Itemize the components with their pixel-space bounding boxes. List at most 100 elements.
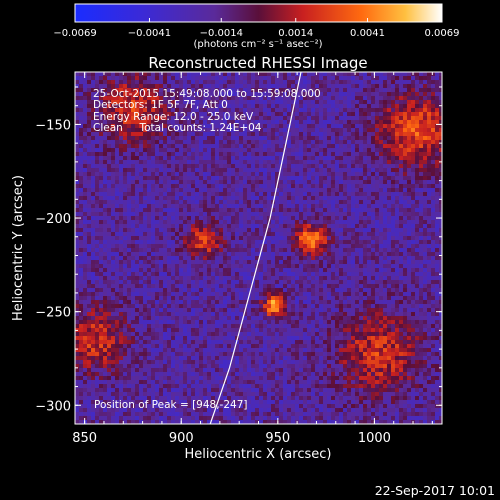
heatmap-cell bbox=[155, 124, 159, 128]
heatmap-cell bbox=[83, 224, 87, 228]
heatmap-cell bbox=[75, 200, 79, 204]
heatmap-cell bbox=[99, 92, 103, 96]
heatmap-cell bbox=[95, 356, 99, 360]
heatmap-cell bbox=[135, 324, 139, 328]
heatmap-cell bbox=[203, 196, 207, 200]
heatmap-cell bbox=[231, 408, 235, 412]
heatmap-cell bbox=[183, 160, 187, 164]
heatmap-cell bbox=[275, 132, 279, 136]
heatmap-cell bbox=[187, 232, 191, 236]
heatmap-cell bbox=[151, 120, 155, 124]
heatmap-cell bbox=[91, 212, 95, 216]
heatmap-cell bbox=[91, 152, 95, 156]
heatmap-cell bbox=[271, 92, 275, 96]
heatmap-cell bbox=[123, 220, 127, 224]
heatmap-cell bbox=[207, 248, 211, 252]
heatmap-cell bbox=[291, 420, 295, 424]
heatmap-cell bbox=[79, 244, 83, 248]
heatmap-cell bbox=[171, 388, 175, 392]
heatmap-cell bbox=[187, 152, 191, 156]
heatmap-cell bbox=[247, 408, 251, 412]
heatmap-cell bbox=[239, 84, 243, 88]
heatmap-cell bbox=[183, 328, 187, 332]
heatmap-cell bbox=[79, 416, 83, 420]
heatmap-cell bbox=[167, 120, 171, 124]
heatmap-cell bbox=[151, 364, 155, 368]
heatmap-cell bbox=[123, 164, 127, 168]
heatmap-cell bbox=[175, 200, 179, 204]
heatmap-cell bbox=[95, 180, 99, 184]
heatmap-cell bbox=[283, 344, 287, 348]
heatmap-cell bbox=[83, 144, 87, 148]
heatmap-cell bbox=[163, 360, 167, 364]
heatmap-cell bbox=[247, 300, 251, 304]
heatmap-cell bbox=[195, 88, 199, 92]
heatmap-cell bbox=[139, 368, 143, 372]
heatmap-cell bbox=[179, 284, 183, 288]
heatmap-cell bbox=[151, 384, 155, 388]
heatmap-cell bbox=[87, 408, 91, 412]
heatmap-cell bbox=[155, 160, 159, 164]
heatmap-cell bbox=[283, 100, 287, 104]
heatmap-cell bbox=[183, 408, 187, 412]
heatmap-cell bbox=[135, 84, 139, 88]
heatmap-cell bbox=[203, 96, 207, 100]
heatmap-cell bbox=[223, 268, 227, 272]
heatmap-cell bbox=[271, 124, 275, 128]
heatmap-cell bbox=[247, 316, 251, 320]
heatmap-cell bbox=[287, 268, 291, 272]
heatmap-cell bbox=[171, 160, 175, 164]
heatmap-cell bbox=[123, 148, 127, 152]
heatmap-cell bbox=[83, 208, 87, 212]
heatmap-cell bbox=[211, 220, 215, 224]
heatmap-cell bbox=[199, 400, 203, 404]
heatmap-cell bbox=[267, 212, 271, 216]
heatmap-cell bbox=[203, 132, 207, 136]
heatmap-cell bbox=[127, 236, 131, 240]
heatmap-cell bbox=[91, 176, 95, 180]
heatmap-cell bbox=[191, 328, 195, 332]
heatmap-cell bbox=[131, 232, 135, 236]
heatmap-cell bbox=[251, 248, 255, 252]
heatmap-cell bbox=[83, 396, 87, 400]
heatmap-cell bbox=[243, 292, 247, 296]
heatmap-cell bbox=[111, 208, 115, 212]
heatmap-cell bbox=[83, 304, 87, 308]
heatmap-cell bbox=[107, 288, 111, 292]
heatmap-cell bbox=[163, 284, 167, 288]
heatmap-cell bbox=[291, 224, 295, 228]
heatmap-cell bbox=[259, 276, 263, 280]
heatmap-cell bbox=[159, 136, 163, 140]
heatmap-cell bbox=[107, 140, 111, 144]
heatmap-cell bbox=[143, 272, 147, 276]
heatmap-cell bbox=[231, 236, 235, 240]
heatmap-cell bbox=[171, 220, 175, 224]
heatmap-cell bbox=[119, 176, 123, 180]
heatmap-cell bbox=[151, 80, 155, 84]
heatmap-cell bbox=[83, 344, 87, 348]
heatmap-cell bbox=[295, 164, 299, 168]
heatmap-cell bbox=[131, 336, 135, 340]
heatmap-cell bbox=[135, 348, 139, 352]
heatmap-cell bbox=[279, 216, 283, 220]
heatmap-cell bbox=[279, 348, 283, 352]
heatmap-cell bbox=[283, 80, 287, 84]
heatmap-cell bbox=[99, 240, 103, 244]
heatmap-cell bbox=[183, 172, 187, 176]
heatmap-cell bbox=[107, 96, 111, 100]
heatmap-cell bbox=[227, 380, 231, 384]
heatmap-cell bbox=[291, 332, 295, 336]
heatmap-cell bbox=[79, 324, 83, 328]
heatmap-cell bbox=[283, 416, 287, 420]
heatmap-cell bbox=[155, 156, 159, 160]
heatmap-cell bbox=[155, 84, 159, 88]
heatmap-cell bbox=[227, 408, 231, 412]
heatmap-cell bbox=[95, 368, 99, 372]
heatmap-cell bbox=[75, 376, 79, 380]
heatmap-cell bbox=[119, 256, 123, 260]
heatmap-cell bbox=[191, 96, 195, 100]
heatmap-cell bbox=[251, 364, 255, 368]
heatmap-cell bbox=[163, 76, 167, 80]
heatmap-cell bbox=[87, 168, 91, 172]
heatmap-cell bbox=[131, 100, 135, 104]
